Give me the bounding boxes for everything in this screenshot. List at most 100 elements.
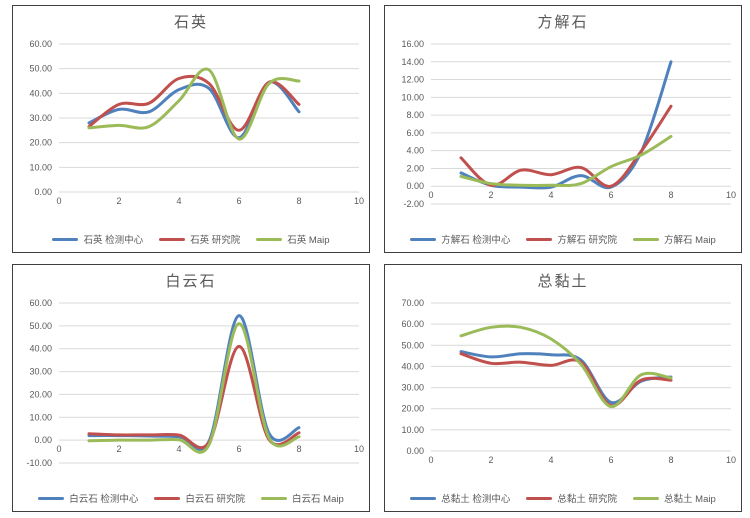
legend-item: 白云石 Maip: [261, 491, 344, 505]
legend-line-swatch-blue: [410, 496, 437, 500]
legend-label: 白云石 Maip: [292, 494, 344, 505]
legend-label: 白云石 研究院: [185, 494, 246, 505]
chart-title-quartz: 石英: [173, 14, 208, 31]
legend-label: 石英 检测中心: [83, 235, 144, 246]
svg-text:20.00: 20.00: [401, 404, 424, 414]
legend-label: 石英 研究院: [190, 235, 241, 246]
svg-text:0: 0: [56, 196, 61, 206]
legend-line-swatch-green: [261, 496, 288, 500]
svg-text:60.00: 60.00: [401, 319, 424, 329]
svg-text:10: 10: [726, 455, 736, 465]
legend-line-swatch-green: [256, 237, 283, 241]
chart-panel-total-clay: 总黏土 0.00 10.00 20.00 30.00 40.00 50.00 60.00 70…: [384, 264, 742, 512]
legend-line-swatch-blue: [38, 496, 65, 500]
svg-text:-2.00: -2.00: [403, 199, 424, 209]
svg-text:50.00: 50.00: [29, 64, 52, 74]
svg-text:6: 6: [236, 196, 241, 206]
chart-panel-calcite: 方解石 -2.00 0.00 2.00 4.00 6.00 8.00 10.00 12.00 1…: [384, 5, 742, 253]
svg-text:2.00: 2.00: [406, 163, 424, 173]
legend-item: 白云石 检测中心: [38, 491, 138, 505]
legend-item: 石英 检测中心: [52, 232, 143, 246]
svg-text:0.00: 0.00: [34, 435, 52, 445]
svg-text:0: 0: [56, 444, 61, 454]
legend-label: 方解石 研究院: [557, 235, 618, 246]
svg-text:10: 10: [354, 444, 364, 454]
chart-legend-total-clay: 总黏土 检测中心 总黏土 研究院 总黏土 Maip: [410, 491, 716, 505]
chart-panel-quartz: 石英 0.00 10.00 20.00 30.00 40.00 50.00 60.00 0 2 4…: [12, 5, 370, 253]
legend-line-swatch-green: [633, 496, 660, 500]
legend-label: 总黏土 检测中心: [441, 494, 511, 505]
svg-text:6: 6: [608, 455, 613, 465]
svg-text:8: 8: [296, 196, 301, 206]
legend-line-swatch-blue: [52, 237, 79, 241]
svg-text:4.00: 4.00: [406, 146, 424, 156]
legend-label: 白云石 检测中心: [69, 494, 139, 505]
legend-line-swatch-red: [526, 496, 553, 500]
svg-text:-10.00: -10.00: [26, 458, 52, 468]
svg-text:2: 2: [116, 196, 121, 206]
svg-text:4: 4: [548, 455, 553, 465]
legend-label: 方解石 检测中心: [441, 235, 511, 246]
legend-item: 总黏土 检测中心: [410, 491, 510, 505]
chart-plot-quartz: 0.00 10.00 20.00 30.00 40.00 50.00 60.00 0 2 4 6 8 1…: [29, 39, 364, 206]
chart-legend-calcite: 方解石 检测中心 方解石 研究院 方解石 Maip: [410, 232, 716, 246]
svg-text:60.00: 60.00: [29, 298, 52, 308]
svg-text:14.00: 14.00: [401, 57, 424, 67]
legend-label: 总黏土 Maip: [664, 494, 716, 505]
svg-text:50.00: 50.00: [401, 340, 424, 350]
svg-text:30.00: 30.00: [29, 113, 52, 123]
chart-legend-quartz: 石英 检测中心 石英 研究院 石英 Maip: [52, 232, 330, 246]
svg-text:70.00: 70.00: [401, 298, 424, 308]
chart-legend-dolomite: 白云石 检测中心 白云石 研究院 白云石 Maip: [38, 491, 344, 505]
legend-line-swatch-blue: [410, 237, 437, 241]
legend-item: 总黏土 Maip: [633, 491, 716, 505]
svg-text:2: 2: [488, 455, 493, 465]
svg-text:40.00: 40.00: [29, 88, 52, 98]
legend-item: 石英 研究院: [159, 232, 240, 246]
svg-text:30.00: 30.00: [401, 383, 424, 393]
legend-item: 总黏土 研究院: [526, 491, 617, 505]
svg-text:4: 4: [176, 444, 181, 454]
legend-line-swatch-red: [526, 237, 553, 241]
chart-title-total-clay: 总黏土: [537, 273, 589, 290]
legend-label: 方解石 Maip: [664, 235, 716, 246]
legend-line-swatch-green: [633, 237, 660, 241]
svg-text:10.00: 10.00: [29, 412, 52, 422]
legend-item: 方解石 检测中心: [410, 232, 510, 246]
legend-line-swatch-red: [159, 237, 186, 241]
legend-line-swatch-red: [154, 496, 181, 500]
svg-text:10: 10: [354, 196, 364, 206]
svg-text:0.00: 0.00: [34, 187, 52, 197]
svg-text:2: 2: [488, 190, 493, 200]
chart-panel-dolomite: 白云石 -10.00 0.00 10.00 20.00 30.00 40.00 50.00 6…: [12, 264, 370, 512]
svg-text:40.00: 40.00: [401, 361, 424, 371]
svg-text:40.00: 40.00: [29, 344, 52, 354]
legend-item: 方解石 Maip: [633, 232, 716, 246]
legend-label: 石英 Maip: [287, 235, 330, 246]
svg-text:0.00: 0.00: [406, 446, 424, 456]
chart-plot-total-clay: 0.00 10.00 20.00 30.00 40.00 50.00 60.00 70.00 0…: [401, 298, 736, 465]
legend-item: 白云石 研究院: [154, 491, 245, 505]
svg-text:4: 4: [548, 190, 553, 200]
svg-text:8: 8: [668, 455, 673, 465]
svg-text:6.00: 6.00: [406, 128, 424, 138]
svg-text:8: 8: [668, 190, 673, 200]
chart-plot-dolomite: -10.00 0.00 10.00 20.00 30.00 40.00 50.00 60.00…: [26, 298, 364, 468]
svg-text:8.00: 8.00: [406, 110, 424, 120]
svg-text:12.00: 12.00: [401, 75, 424, 85]
svg-text:6: 6: [608, 190, 613, 200]
svg-text:20.00: 20.00: [29, 138, 52, 148]
svg-text:30.00: 30.00: [29, 367, 52, 377]
svg-text:10.00: 10.00: [29, 162, 52, 172]
svg-text:4: 4: [176, 196, 181, 206]
svg-text:2: 2: [116, 444, 121, 454]
legend-item: 方解石 研究院: [526, 232, 617, 246]
svg-text:0.00: 0.00: [406, 181, 424, 191]
svg-text:50.00: 50.00: [29, 321, 52, 331]
chart-title-calcite: 方解石: [537, 14, 589, 31]
svg-text:0: 0: [428, 190, 433, 200]
chart-title-dolomite: 白云石: [165, 273, 217, 290]
legend-label: 总黏土 研究院: [557, 494, 618, 505]
svg-text:16.00: 16.00: [401, 39, 424, 49]
